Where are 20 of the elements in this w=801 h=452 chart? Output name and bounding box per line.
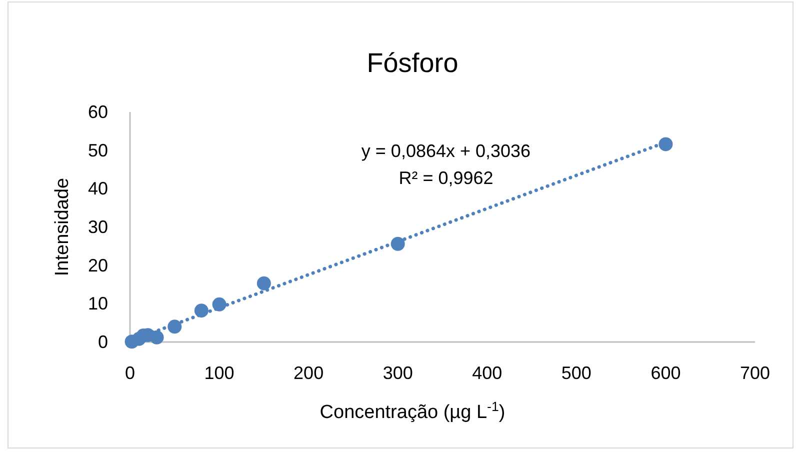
y-axis-title: Intensidade <box>52 178 73 276</box>
x-tick-label: 300 <box>382 363 413 383</box>
y-tick-label: 30 <box>88 217 108 237</box>
chart-title: Fósforo <box>366 48 458 78</box>
x-tick-label: 100 <box>204 363 234 383</box>
y-tick-label: 40 <box>88 178 108 199</box>
annotation: R² = 0,9962 <box>398 168 494 188</box>
x-axis-title: Concentração (µg L$^{-1}$) <box>320 398 506 423</box>
x-tick-label: 600 <box>650 363 681 383</box>
x-tick-label: 500 <box>561 363 592 383</box>
annotation: y = 0,0864x + 0,3036 <box>361 141 531 161</box>
x-tick-label: 200 <box>294 363 324 383</box>
y-tick-label: 20 <box>88 255 108 276</box>
y-tick-label: 50 <box>88 140 108 160</box>
x-tick-label: 0 <box>124 363 136 383</box>
y-tick-label: 10 <box>88 294 108 314</box>
x-tick-label: 700 <box>740 363 770 383</box>
x-tick-label: 400 <box>472 363 502 383</box>
y-tick-label: 0 <box>98 332 108 352</box>
y-tick-label: 60 <box>88 102 108 122</box>
